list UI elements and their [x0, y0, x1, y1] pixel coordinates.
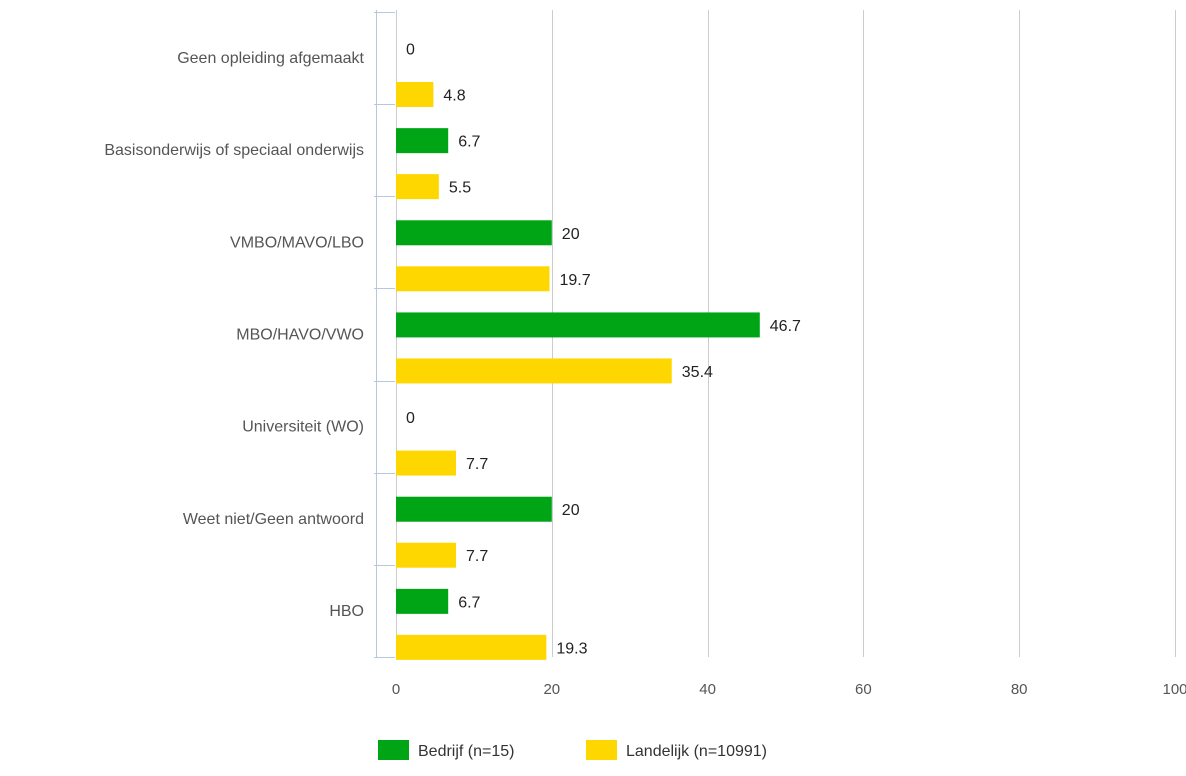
data-label: 20 — [562, 502, 580, 519]
data-label: 20 — [562, 226, 580, 243]
bar-bedrijf[interactable] — [396, 220, 552, 246]
x-tick-label: 20 — [543, 681, 560, 698]
bar-landelijk[interactable] — [396, 82, 434, 107]
data-label: 4.8 — [443, 88, 465, 105]
data-label: 46.7 — [770, 318, 801, 335]
bar-landelijk[interactable] — [396, 174, 439, 200]
data-label: 5.5 — [449, 180, 471, 197]
bar-landelijk[interactable] — [396, 542, 456, 568]
bar-landelijk[interactable] — [396, 634, 547, 660]
legend-label[interactable]: Landelijk (n=10991) — [626, 743, 767, 760]
category-label: Universiteit (WO) — [242, 419, 364, 436]
legend-swatch[interactable] — [586, 740, 617, 760]
data-label: 0 — [406, 410, 415, 427]
x-tick-label: 100 — [1162, 681, 1186, 698]
category-axis — [374, 10, 395, 658]
bar-landelijk[interactable] — [396, 450, 456, 476]
data-label: 35.4 — [682, 364, 713, 381]
bar-bedrijf[interactable] — [396, 496, 552, 522]
category-label: MBO/HAVO/VWO — [236, 327, 364, 344]
bars — [396, 82, 760, 660]
bar-landelijk[interactable] — [396, 358, 672, 384]
bar-bedrijf[interactable] — [396, 588, 449, 614]
data-label: 6.7 — [458, 594, 480, 611]
category-label: VMBO/MAVO/LBO — [230, 234, 364, 251]
x-tick-label: 40 — [699, 681, 716, 698]
data-label: 7.7 — [466, 548, 488, 565]
bar-bedrijf[interactable] — [396, 128, 449, 154]
x-axis-ticks: 0 20 40 60 80 100 — [392, 681, 1186, 698]
data-labels: 0 6.7 20 46.7 0 20 6.7 4.8 5.5 19.7 35.4 7.7 7.7 19.3 — [406, 42, 801, 658]
data-label: 6.7 — [458, 134, 480, 151]
legend-label[interactable]: Bedrijf (n=15) — [418, 743, 515, 760]
category-label: Weet niet/Geen antwoord — [183, 511, 364, 528]
category-labels: Geen opleiding afgemaakt Basisonderwijs o… — [104, 50, 364, 620]
x-tick-label: 0 — [392, 681, 400, 698]
category-label: Geen opleiding afgemaakt — [177, 50, 364, 67]
bar-bedrijf[interactable] — [396, 312, 760, 338]
legend: Bedrijf (n=15) Landelijk (n=10991) — [378, 740, 767, 760]
category-label: Basisonderwijs of speciaal onderwijs — [104, 142, 364, 159]
x-tick-label: 60 — [855, 681, 872, 698]
x-tick-label: 80 — [1011, 681, 1028, 698]
data-label: 19.7 — [559, 272, 590, 289]
data-label: 7.7 — [466, 456, 488, 473]
data-label: 19.3 — [556, 640, 587, 657]
legend-swatch[interactable] — [378, 740, 409, 760]
data-label: 0 — [406, 42, 415, 59]
bar-landelijk[interactable] — [396, 266, 550, 292]
category-label: HBO — [329, 603, 364, 620]
